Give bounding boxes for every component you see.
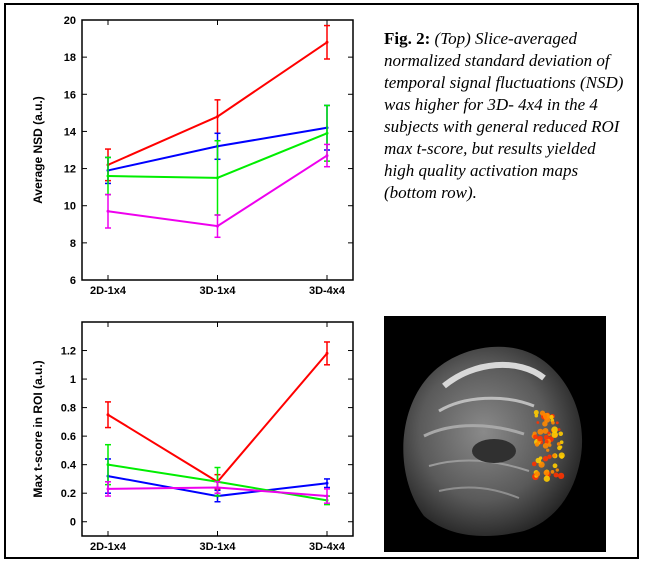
activation-blob	[542, 427, 549, 434]
activation-blob	[536, 421, 540, 424]
data-point	[216, 485, 219, 489]
activation-blob	[543, 475, 551, 482]
activation-blob	[542, 443, 549, 449]
data-point	[325, 351, 329, 355]
activation-blob	[537, 428, 544, 435]
data-point	[106, 174, 110, 178]
activation-blob	[552, 463, 558, 469]
activation-blob	[534, 414, 539, 418]
x-tick-label: 2D-1x4	[90, 285, 127, 297]
y-tick-label: 8	[70, 238, 76, 250]
x-tick-label: 2D-1x4	[90, 541, 127, 553]
figure-label: Fig. 2:	[384, 29, 431, 48]
y-tick-label: 0.4	[61, 460, 77, 472]
y-tick-label: 1.2	[61, 346, 76, 358]
activation-blob	[543, 434, 549, 440]
activation-blob	[547, 431, 551, 435]
x-tick-label: 3D-1x4	[199, 541, 236, 553]
tscore-chart: 0 0.2 0.4 0.6 0.8 1 1.2 2D-1x4 3D-1x4 3D-4x4 Max t…	[0, 300, 380, 560]
activation-blob	[547, 454, 552, 459]
activation-blob	[543, 469, 550, 476]
activation-blob	[559, 440, 564, 445]
activation-overlay	[531, 409, 565, 482]
activation-blob	[557, 472, 565, 480]
y-tick-label: 1	[70, 374, 76, 386]
data-point	[106, 209, 110, 213]
activation-blob	[534, 471, 541, 477]
y-tick-label: 0.6	[61, 431, 76, 443]
data-point	[325, 40, 329, 44]
activation-blob	[534, 442, 540, 447]
x-tick-label: 3D-4x4	[309, 285, 346, 297]
activation-blob	[555, 421, 559, 425]
y-tick-label: 14	[64, 126, 77, 138]
brain-slice-graphic	[403, 346, 583, 536]
data-point	[106, 463, 110, 467]
activation-blob	[559, 445, 563, 449]
data-point	[325, 154, 329, 158]
y-tick-label: 0.8	[61, 403, 76, 415]
activation-blob	[542, 421, 548, 427]
activation-blob	[558, 431, 564, 437]
activation-map-image	[384, 316, 606, 552]
activation-blob	[546, 448, 550, 452]
y-tick-label: 18	[64, 52, 76, 64]
activation-blob	[550, 470, 555, 474]
data-point	[216, 115, 219, 119]
y-axis-label: Max t-score in ROI (a.u.)	[31, 360, 45, 497]
data-point	[325, 481, 329, 485]
caption-text: (Top) Slice-averaged normalized standard…	[384, 29, 624, 202]
x-tick-label: 3D-4x4	[309, 541, 346, 553]
activation-blob	[551, 421, 555, 425]
y-tick-label: 6	[70, 275, 76, 287]
data-point	[106, 487, 110, 491]
activation-blob	[531, 461, 537, 467]
y-tick-label: 16	[64, 89, 76, 101]
activation-blob	[560, 455, 564, 459]
activation-blob	[549, 414, 554, 420]
y-tick-label: 20	[64, 15, 76, 27]
y-tick-label: 0.2	[61, 488, 76, 500]
data-point	[216, 176, 219, 180]
activation-blob	[535, 457, 542, 464]
activation-blob	[544, 439, 549, 444]
y-axis-label: Average NSD (a.u.)	[31, 96, 45, 204]
series-line	[107, 352, 328, 484]
y-tick-label: 0	[70, 517, 76, 529]
plot-area-frame	[81, 321, 354, 537]
activation-blob	[542, 455, 549, 462]
activation-blob	[553, 472, 559, 478]
activation-blob	[542, 412, 550, 420]
activation-blob	[557, 428, 561, 431]
activation-blob	[552, 453, 557, 458]
activation-blob	[538, 461, 545, 468]
activation-blob	[556, 442, 561, 446]
chart-svg: 0 0.2 0.4 0.6 0.8 1 1.2 2D-1x4 3D-1x4 3D-4x4 Max t…	[31, 321, 354, 553]
data-point	[325, 494, 329, 498]
data-point	[106, 413, 110, 417]
activation-blob	[555, 468, 559, 472]
figure-caption: Fig. 2: (Top) Slice-averaged normalized …	[384, 28, 624, 204]
y-tick-label: 12	[64, 164, 76, 176]
activation-blob	[551, 426, 558, 433]
activation-blob	[551, 431, 558, 438]
activation-blob	[537, 435, 543, 442]
data-point	[325, 131, 329, 135]
chart-svg: 6 8 10 12 14 16 18 20 2D-1x4 3D-1x4 3D-4x4 Average …	[31, 15, 354, 297]
activation-blob	[533, 434, 538, 440]
y-tick-label: 10	[64, 201, 76, 213]
nsd-chart: 6 8 10 12 14 16 18 20 2D-1x4 3D-1x4 3D-4x4 Average …	[0, 0, 380, 300]
x-tick-label: 3D-1x4	[199, 285, 236, 297]
activation-blob	[533, 409, 539, 415]
data-point	[216, 224, 219, 228]
